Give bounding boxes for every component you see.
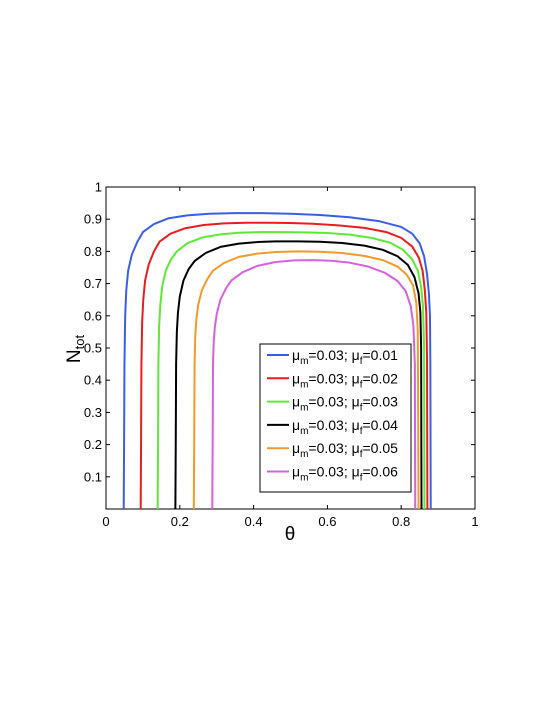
x-axis-title: θ	[285, 524, 296, 545]
legend-items: μm=0.03; μf=0.01 μm=0.03; μf=0.02 μm=0.03;…	[267, 347, 398, 484]
y-tick-label: 1	[95, 180, 102, 195]
y-tick-label: 0.2	[84, 437, 102, 452]
series-line-4	[174, 240, 423, 510]
series-line-6	[211, 259, 417, 510]
x-tick-label: 0	[102, 514, 109, 529]
legend-box	[259, 343, 412, 493]
y-tick-label: 0.6	[84, 308, 102, 323]
series-line-3	[156, 231, 426, 510]
y-axis-title-main: N	[64, 349, 85, 363]
legend-label-2: μm=0.03; μf=0.02	[292, 370, 398, 390]
x-tick-label: 1	[471, 514, 478, 529]
series-line-1	[122, 212, 432, 510]
series-layer	[122, 212, 432, 510]
legend-label-6: μm=0.03; μf=0.06	[292, 464, 398, 484]
x-tick-label: 0.2	[171, 514, 189, 529]
legend-label-5: μm=0.03; μf=0.05	[292, 440, 398, 460]
y-tick-label: 0.3	[84, 405, 102, 420]
y-tick-label: 0.1	[84, 469, 102, 484]
y-tick-label: 0.4	[84, 373, 102, 388]
y-tick-label: 0.8	[84, 244, 102, 259]
legend-label-1: μm=0.03; μf=0.01	[292, 347, 398, 367]
y-axis-title-sub: tot	[72, 335, 87, 350]
x-tick-label: 0.4	[245, 514, 263, 529]
y-tick-labels: 0.1 0.2 0.3 0.4 0.5 0.6 0.7 0.8 0.9 1	[84, 180, 102, 485]
legend-label-3: μm=0.03; μf=0.03	[292, 394, 398, 414]
x-tick-label: 0.8	[392, 514, 410, 529]
series-line-5	[192, 250, 420, 510]
series-line-2	[139, 221, 429, 510]
x-tick-label: 0.6	[318, 514, 336, 529]
y-tick-label: 0.9	[84, 212, 102, 227]
x-tick-labels: 0 0.2 0.4 0.6 0.8 1	[102, 514, 478, 529]
y-tick-label: 0.5	[84, 341, 102, 356]
y-tick-label: 0.7	[84, 276, 102, 291]
ticks-layer	[105, 186, 476, 509]
legend-label-4: μm=0.03; μf=0.04	[292, 417, 398, 437]
y-axis-title: Ntot	[64, 335, 87, 364]
legend: μm=0.03; μf=0.01 μm=0.03; μf=0.02 μm=0.03;…	[259, 343, 412, 493]
